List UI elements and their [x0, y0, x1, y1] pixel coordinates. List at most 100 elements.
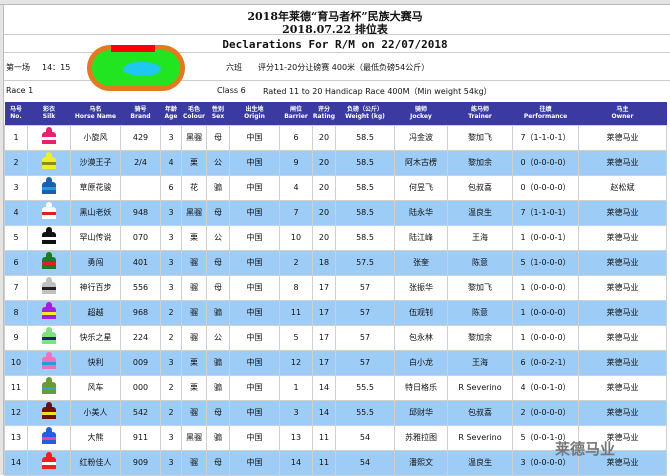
cell-weight: 57.5 [335, 249, 395, 276]
silk-cell [27, 349, 71, 376]
cell-jockey: 潘熙文 [394, 449, 448, 476]
race-desc-cn: 评分11-20分让磅赛 400米（最低负磅54公斤） [258, 63, 430, 72]
race-class-en: Class 6 [217, 86, 246, 95]
silk-cell [27, 324, 71, 351]
race-label-cn: 第一场 [6, 63, 30, 72]
cell-trainer: 黎加飞 [447, 124, 513, 151]
table-row: 13 大熊 911 3 黑骝骟中国 13 11 54 苏雅拉图 R Severino 5（0-0-1… [4, 424, 667, 451]
column-header: 年龄 Age [160, 102, 182, 125]
cell-origin: 中国 [229, 449, 280, 476]
cell-no: 8 [4, 299, 28, 326]
column-header: 彩衣 Silk [27, 102, 71, 125]
cell-owner: 莱德马业 [578, 299, 667, 326]
cell-barrier: 12 [279, 349, 313, 376]
column-header: 闸位 Barrier [279, 102, 313, 125]
cell-rating: 11 [312, 424, 336, 451]
cell-rating: 11 [312, 449, 336, 476]
cell-brand: 556 [120, 274, 161, 301]
jockey-silk-icon [40, 276, 58, 297]
cell-name: 超越 [70, 299, 121, 326]
cell-no: 11 [4, 374, 28, 401]
cell-weight: 57 [335, 324, 395, 351]
silk-cell [27, 299, 71, 326]
cell-colour: 骝 [181, 249, 207, 276]
cell-sex: 骟 [206, 374, 230, 401]
cell-origin: 中国 [229, 349, 280, 376]
cell-sex: 母 [206, 199, 230, 226]
declarations-title: Declarations For R/M on 22/07/2018 [222, 38, 448, 51]
cell-sex: 母 [206, 399, 230, 426]
cell-jockey: 何昱飞 [394, 174, 448, 201]
cell-trainer: 黎加余 [447, 149, 513, 176]
jockey-silk-icon [40, 151, 58, 172]
cell-sex: 公 [206, 149, 230, 176]
race-class-cn: 六班 [226, 63, 242, 72]
cell-colour: 骝 [181, 299, 207, 326]
silk-cell [27, 424, 71, 451]
cell-name: 沙漠王子 [70, 149, 121, 176]
cell-rating: 20 [312, 124, 336, 151]
table-row: 5 罕山传说 070 3 栗公中国 10 20 58.5 陆江峰 王海 1（0-0-0-1） 莱德马业 [4, 224, 667, 251]
race-label-en: Race 1 [6, 86, 34, 95]
spreadsheet-column-header [0, 0, 670, 5]
cell-weight: 58.5 [335, 224, 395, 251]
cell-origin: 中国 [229, 399, 280, 426]
cell-age: 3 [160, 224, 182, 251]
cell-name: 小旋风 [70, 124, 121, 151]
cell-trainer: 黎加余 [447, 324, 513, 351]
silk-cell [27, 149, 71, 176]
cell-barrier: 4 [279, 174, 313, 201]
cell-name: 神行百步 [70, 274, 121, 301]
cell-brand: 009 [120, 349, 161, 376]
table-row: 11 风车 000 2 栗骟中国 1 14 55.5 特日格乐 R Severino 4（0-0-1… [4, 374, 667, 401]
silk-cell [27, 374, 71, 401]
silk-cell [27, 174, 71, 201]
cell-brand: 948 [120, 199, 161, 226]
cell-colour: 花 [181, 174, 207, 201]
cell-jockey: 张奎 [394, 249, 448, 276]
cell-jockey: 苏雅拉图 [394, 424, 448, 451]
cell-owner: 莱德马业 [578, 274, 667, 301]
cell-jockey: 陆永华 [394, 199, 448, 226]
silk-cell [27, 449, 71, 476]
cell-origin: 中国 [229, 124, 280, 151]
cell-colour: 栗 [181, 349, 207, 376]
cell-trainer: 陈意 [447, 299, 513, 326]
cell-rating: 17 [312, 299, 336, 326]
watermark: 莱德马业 [555, 440, 616, 458]
cell-name: 风车 [70, 374, 121, 401]
cell-rating: 18 [312, 249, 336, 276]
cell-weight: 57 [335, 299, 395, 326]
column-header: 评分 Rating [312, 102, 336, 125]
cell-brand: 2/4 [120, 149, 161, 176]
cell-colour: 栗 [181, 224, 207, 251]
cell-weight: 54 [335, 449, 395, 476]
cell-no: 6 [4, 249, 28, 276]
table-row: 4 黑山老妖 948 3 黑骝母中国 7 20 58.5 陆永华 温良生 7（1-1-0-1） 莱德马… [4, 199, 667, 226]
cell-origin: 中国 [229, 199, 280, 226]
page-subtitle: 2018.07.22 排位表 [282, 23, 388, 36]
cell-rating: 17 [312, 324, 336, 351]
cell-owner: 莱德马业 [578, 149, 667, 176]
cell-trainer: 王海 [447, 349, 513, 376]
cell-no: 5 [4, 224, 28, 251]
cell-no: 14 [4, 449, 28, 476]
cell-barrier: 13 [279, 424, 313, 451]
cell-owner: 莱德马业 [578, 124, 667, 151]
cell-brand: 909 [120, 449, 161, 476]
cell-rating: 17 [312, 349, 336, 376]
cell-no: 10 [4, 349, 28, 376]
cell-jockey: 冯金波 [394, 124, 448, 151]
cell-name: 草原花骏 [70, 174, 121, 201]
jockey-silk-icon [40, 376, 58, 397]
cell-age: 2 [160, 399, 182, 426]
cell-jockey: 伍观钊 [394, 299, 448, 326]
silk-cell [27, 274, 71, 301]
cell-no: 4 [4, 199, 28, 226]
cell-perf: 7（1-1-0-1） [512, 199, 579, 226]
jockey-silk-icon [40, 451, 58, 472]
cell-rating: 17 [312, 274, 336, 301]
cell-sex: 母 [206, 249, 230, 276]
cell-weight: 58.5 [335, 174, 395, 201]
cell-jockey: 包永林 [394, 324, 448, 351]
